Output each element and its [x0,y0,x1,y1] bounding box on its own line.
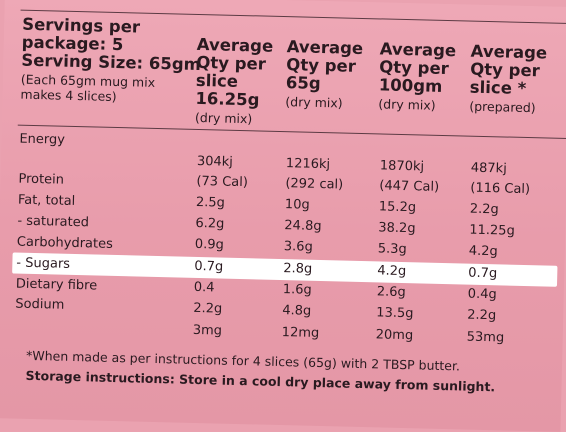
cell-energy-cal-col3: (447 Cal) [379,178,440,195]
cell-carbohydrates-col2: 2.8g [283,261,313,277]
cell-saturated-col3: 5.3g [377,241,407,258]
cell-sugars-col3: 2.6g [376,284,406,301]
cell-energy-cal-col2: (292 cal) [285,176,344,193]
row-label-carbohydrates: Carbohydrates [16,234,114,252]
cell-carbohydrates-col3: 4.2g [377,263,407,280]
cell-saturated-col1: 0.9g [194,236,225,253]
cell-energy-kj-col2: 1216kj [285,156,331,173]
col2-header-l3: 65g [285,73,321,93]
cell-fat-total-col4: 11.25g [469,222,515,239]
row-label-energy: Energy [19,131,66,148]
cell-dietary-fibre-col4: 2.2g [467,307,497,324]
cell-protein-col1: 2.5g [195,194,226,211]
cell-sugars-col4: 0.4g [467,286,497,303]
serving-note-line2: makes 4 slices) [20,86,117,104]
col4-header-sub: (prepared) [469,98,536,116]
cell-saturated-col2: 3.6g [283,239,313,255]
col3-header-sub: (dry mix) [378,96,436,113]
row-label-fat-total: Fat, total [17,192,76,209]
cell-protein-col2: 10g [284,197,310,213]
cell-protein-col4: 2.2g [469,201,499,218]
cell-dietary-fibre-col1: 2.2g [193,300,223,317]
cell-sodium-col3: 20mg [375,327,414,344]
serving-size: Serving Size: 65gm [21,50,202,75]
cell-energy-cal-col1: (73 Cal) [196,173,249,191]
cell-sodium-col1: 3mg [192,322,223,339]
col2-header-sub: (dry mix) [285,94,343,111]
cell-fat-total-col1: 6.2g [195,215,225,232]
cell-energy-kj-col1: 304kj [196,153,234,170]
row-label-saturated: - saturated [17,213,90,231]
col1-header-sub: (dry mix) [194,109,253,127]
header-divider [17,124,566,140]
cell-energy-kj-col3: 1870kj [379,158,425,175]
col4-header-l3: slice * [469,77,527,98]
cell-sugars-col2: 1.6g [282,282,312,298]
col1-header-l4: 16.25g [195,88,260,110]
row-label-protein: Protein [18,171,65,188]
row-label-sodium: Sodium [15,296,65,313]
cell-fat-total-col2: 24.8g [284,218,322,235]
cell-fat-total-col3: 38.2g [378,220,416,237]
cell-carbohydrates-col1: 0.7g [194,258,224,275]
cell-dietary-fibre-col3: 13.5g [376,305,414,322]
cell-protein-col3: 15.2g [378,199,417,216]
cell-sugars-col1: 0.4 [193,279,215,296]
cell-sodium-col4: 53mg [466,329,505,346]
cell-dietary-fibre-col2: 4.8g [282,303,312,319]
col3-header-l3: 100gm [378,75,443,96]
cell-saturated-col4: 4.2g [468,243,498,260]
row-label-dietary-fibre: Dietary fibre [15,276,98,294]
cell-sodium-col2: 12mg [281,325,320,341]
row-label-sugars: - Sugars [16,255,71,272]
cell-energy-cal-col4: (116 Cal) [470,180,531,198]
cell-carbohydrates-col4: 0.7g [468,265,498,282]
cell-energy-kj-col4: 487kj [470,160,507,177]
